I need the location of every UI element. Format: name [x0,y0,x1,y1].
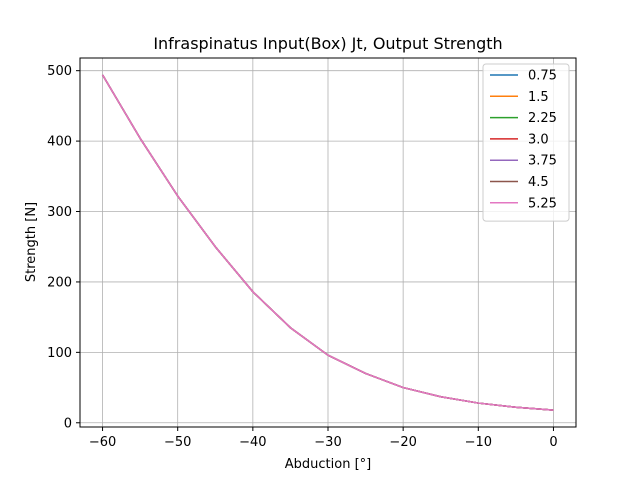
x-tick-label: −40 [239,435,266,450]
y-tick-label: 400 [47,135,72,150]
series-lines [101,74,554,411]
x-tick-label: −50 [164,435,191,450]
legend-label: 2.25 [528,111,557,126]
legend: 0.75 1.5 2.25 3.0 3.75 4.5 5.25 [482,63,570,222]
legend-label: 0.75 [528,69,557,84]
x-tick-label: −60 [89,435,116,450]
y-tick-label: 0 [64,416,72,431]
legend-label: 3.75 [528,154,557,169]
x-tick-label: −20 [389,435,416,450]
axis-ticks: −60 −50 −40 −30 −20 −10 0 0 100 200 300 400 500 [47,64,557,450]
legend-label: 1.5 [528,90,549,105]
y-tick-label: 100 [47,346,72,361]
x-tick-label: −30 [314,435,341,450]
series-line-6 [101,74,554,411]
legend-label: 5.25 [528,196,557,211]
y-tick-label: 200 [47,275,72,290]
legend-label: 4.5 [528,175,549,190]
x-axis-label: Abduction [°] [285,457,371,472]
chart-title: Infraspinatus Input(Box) Jt, Output Stre… [153,34,502,53]
x-tick-label: −10 [465,435,492,450]
legend-label: 3.0 [528,132,549,147]
x-tick-label: 0 [549,435,557,450]
y-tick-label: 500 [47,64,72,79]
y-axis-label: Strength [N] [24,202,39,282]
y-tick-label: 300 [47,205,72,220]
